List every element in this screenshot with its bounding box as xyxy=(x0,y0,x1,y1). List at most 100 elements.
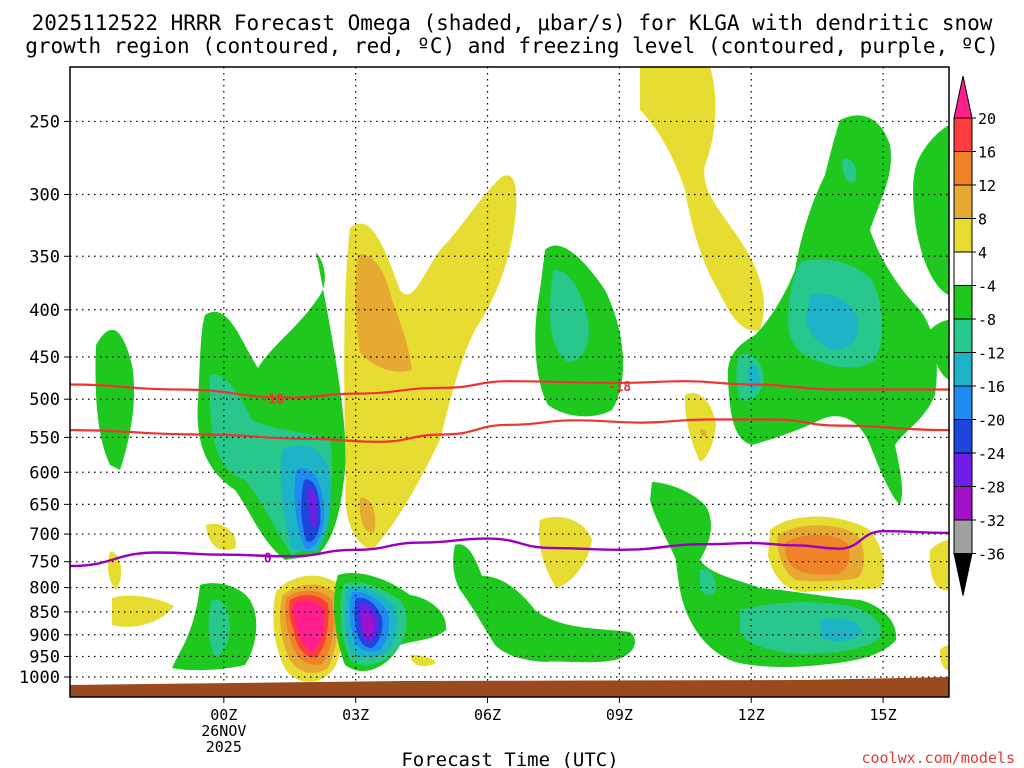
y-tick-label: 800 xyxy=(29,579,60,599)
dgz-contour-label: -18 xyxy=(260,392,284,407)
colorbar-label: -24 xyxy=(978,445,1005,463)
plot-frame xyxy=(69,66,950,698)
colorbar-label: -8 xyxy=(978,311,996,329)
omega-region-magenta-03z-core xyxy=(293,600,325,652)
dgz-contour-label: -18 xyxy=(608,380,632,395)
grid xyxy=(70,67,949,697)
omega-region-yellow-16z-bottom xyxy=(940,645,949,670)
colorbar-label: -32 xyxy=(978,512,1005,530)
omega-region-yellow-10z-11z xyxy=(640,67,764,331)
y-tick-label: 300 xyxy=(29,185,60,205)
freezing-level-line xyxy=(70,529,949,568)
omega-region-teal-11z-16z-low xyxy=(740,602,881,654)
chart-title-line2: growth region (contoured, red, ºC) and f… xyxy=(25,34,999,58)
omega-region-cyan-14z-low xyxy=(820,618,862,642)
y-tick-label: 1000 xyxy=(19,668,60,688)
omega-region-yellow-early-3 xyxy=(206,523,237,551)
omega-region-gold-11z-mid xyxy=(700,429,707,437)
omega-region-cyan-12z-16z-upper xyxy=(806,293,859,350)
omega-region-teal-01z-low xyxy=(208,599,230,657)
y-tick-label: 250 xyxy=(29,112,60,132)
x-tick-label: 06Z xyxy=(474,706,501,724)
omega-region-teal-07z-09z xyxy=(549,269,589,362)
dgz-contour-line xyxy=(70,418,949,443)
y-tick-label: 600 xyxy=(29,463,60,483)
freezing-level-label: 0 xyxy=(264,551,272,566)
colorbar-top-arrow xyxy=(953,75,973,119)
y-tick-label: 400 xyxy=(29,301,60,321)
y-tick-label: 700 xyxy=(29,525,60,545)
colorbar-segment xyxy=(953,519,973,554)
colorbar-segment xyxy=(953,184,973,219)
colorbar-segment xyxy=(953,218,973,253)
x-tick-label: 09Z xyxy=(606,706,633,724)
x-tick-label: 15Z xyxy=(870,706,897,724)
colorbar-segment xyxy=(953,352,973,387)
colorbar-bottom-arrow xyxy=(953,553,973,596)
omega-region-cyan-12z-mid xyxy=(747,364,760,390)
x-tick-label: 12Z xyxy=(738,706,765,724)
y-tick-label: 850 xyxy=(29,603,60,623)
omega-region-green-early xyxy=(95,329,135,470)
omega-region-green-16z-upper xyxy=(913,125,949,295)
contours: -18 -18 0 xyxy=(70,380,949,568)
y-tick-label: 450 xyxy=(29,348,60,368)
x-tick-label: 00Z xyxy=(210,706,237,724)
colorbar-label: 4 xyxy=(978,244,987,262)
terrain-ground xyxy=(70,677,949,697)
omega-region-purple-03z xyxy=(308,487,318,529)
chart-title-line1: 2025112522 HRRR Forecast Omega (shaded, … xyxy=(32,11,993,35)
colorbar-segment xyxy=(953,151,973,186)
y-tick-label: 550 xyxy=(29,428,60,448)
colorbar-label: -12 xyxy=(978,345,1005,363)
omega-shading xyxy=(95,67,949,682)
x-axis-label: Forecast Time (UTC) xyxy=(401,749,618,768)
x-tick-label: 03Z xyxy=(342,706,369,724)
colorbar-label: -36 xyxy=(978,546,1005,564)
omega-region-yellow-08z xyxy=(539,516,592,588)
dgz-contour-line xyxy=(70,380,949,399)
x-tick-year: 2025 xyxy=(206,738,242,756)
y-tick-label: 900 xyxy=(29,626,60,646)
omega-region-yellow-04z-06z xyxy=(344,175,517,550)
x-tick-date: 26NOV xyxy=(201,722,246,740)
y-tick-label: 650 xyxy=(29,495,60,515)
colorbar-segment xyxy=(953,251,973,286)
colorbar-label: -4 xyxy=(978,278,996,296)
omega-region-teal-11z-low xyxy=(700,568,716,596)
colorbar: 20 16 12 8 4 -4 -8 -12 -16 -20 -24 -28 -32 -36 xyxy=(953,75,1005,596)
omega-region-gold-04z xyxy=(355,254,412,372)
colorbar-segment xyxy=(953,452,973,487)
colorbar-label: -16 xyxy=(978,378,1005,396)
omega-region-yellow-05z-low xyxy=(410,655,436,667)
y-tick-label: 950 xyxy=(29,647,60,667)
colorbar-segment xyxy=(953,285,973,320)
colorbar-label: 20 xyxy=(978,110,996,128)
y-tick-label: 500 xyxy=(29,390,60,410)
colorbar-label: -28 xyxy=(978,479,1005,497)
omega-region-yellow-early-2 xyxy=(112,595,174,627)
y-tick-label: 350 xyxy=(29,247,60,267)
omega-region-yellow-11z-mid xyxy=(684,393,716,462)
y-tick-label: 750 xyxy=(29,553,60,573)
y-axis: 250 300 350 400 450 500 550 600 650 700 750 800 850 9… xyxy=(19,112,70,688)
colorbar-segment xyxy=(953,385,973,420)
omega-region-yellow-early-1 xyxy=(108,551,122,590)
omega-region-teal-14z-top xyxy=(842,158,857,183)
colorbar-label: 12 xyxy=(978,177,996,195)
omega-region-green-06z-10z-low xyxy=(453,544,635,663)
omega-region-violet-04z-core xyxy=(362,612,374,636)
omega-region-gold-04z-low xyxy=(359,497,376,533)
colorbar-label: 16 xyxy=(978,144,996,162)
omega-region-yellow-16z-right xyxy=(929,540,949,591)
colorbar-label: 8 xyxy=(978,211,987,229)
colorbar-segment xyxy=(953,117,973,152)
colorbar-segment xyxy=(953,486,973,521)
colorbar-segment xyxy=(953,318,973,353)
omega-region-green-16z-right xyxy=(930,320,949,380)
credit-text: coolwx.com/models xyxy=(861,749,1015,767)
colorbar-label: -20 xyxy=(978,412,1005,430)
colorbar-segment xyxy=(953,419,973,454)
